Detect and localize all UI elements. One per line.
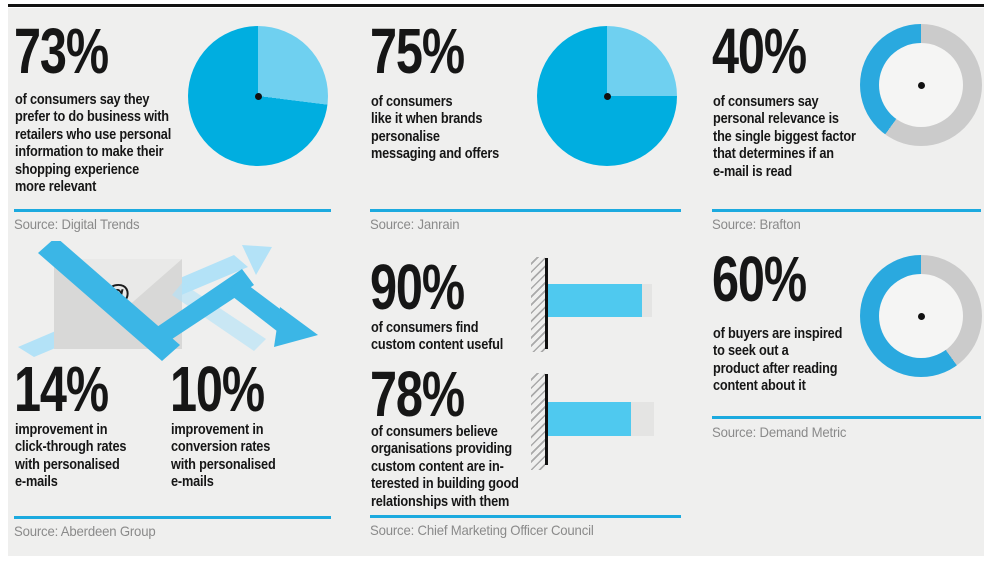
divider xyxy=(712,416,981,419)
pie-chart-75 xyxy=(537,26,677,166)
donut-center-dot xyxy=(917,312,925,320)
stat-14-percent: 14% xyxy=(14,353,109,425)
donut-chart-40 xyxy=(860,24,982,146)
blue-ribbon xyxy=(38,241,180,361)
source-cmo-council: Source: Chief Marketing Officer Council xyxy=(370,522,594,538)
source-aberdeen-group: Source: Aberdeen Group xyxy=(14,523,156,539)
bar-wall xyxy=(545,258,548,349)
source-janrain: Source: Janrain xyxy=(370,216,460,232)
pie-center-dot xyxy=(254,92,262,100)
stat-60-percent: 60% xyxy=(712,243,807,315)
bar-wall xyxy=(545,374,548,465)
stat-40-description: of consumers say personal relevance is t… xyxy=(713,94,856,180)
pie-center-dot xyxy=(603,92,611,100)
bar-wall-hatch xyxy=(531,373,545,470)
pie-chart-73 xyxy=(188,26,328,166)
divider xyxy=(370,515,681,518)
bar-wall-hatch xyxy=(531,257,545,352)
stat-90-description: of consumers find custom content useful xyxy=(371,320,504,354)
stat-73-percent: 73% xyxy=(14,15,109,87)
top-rule xyxy=(8,4,984,7)
bar-chart-90 xyxy=(548,284,652,317)
stat-73-description: of consumers say they prefer to do busin… xyxy=(15,92,172,196)
bar-fill-78 xyxy=(548,402,631,436)
stat-40-percent: 40% xyxy=(712,15,807,87)
stat-60-description: of buyers are inspired to seek out a pro… xyxy=(713,326,843,395)
light-ribbon-cross xyxy=(172,283,266,351)
source-demand-metric: Source: Demand Metric xyxy=(712,424,847,440)
source-digital-trends: Source: Digital Trends xyxy=(14,216,140,232)
donut-center-dot xyxy=(917,81,925,89)
arrow-up-right-icon xyxy=(242,245,272,275)
divider xyxy=(14,209,331,212)
blue-ribbon-weave xyxy=(154,269,254,343)
divider xyxy=(370,209,681,212)
divider xyxy=(14,516,331,519)
stat-90-percent: 90% xyxy=(370,251,465,323)
bar-chart-78 xyxy=(548,402,654,436)
stat-78-percent: 78% xyxy=(370,358,465,430)
donut-chart-60 xyxy=(860,255,982,377)
source-brafton: Source: Brafton xyxy=(712,216,801,232)
stat-14-description: improvement in click-through rates with … xyxy=(15,422,127,491)
stat-10-percent: 10% xyxy=(170,353,265,425)
email-arrows-illustration: @ xyxy=(18,241,318,361)
bar-fill-90 xyxy=(548,284,642,317)
divider xyxy=(712,209,981,212)
stat-75-description: of consumers like it when brands persona… xyxy=(371,94,500,163)
stat-10-description: improvement in conversion rates with per… xyxy=(171,422,276,491)
arrow-down-right-icon xyxy=(274,307,318,347)
stat-75-percent: 75% xyxy=(370,15,465,87)
stat-78-description: of consumers believe organisations provi… xyxy=(371,424,519,510)
